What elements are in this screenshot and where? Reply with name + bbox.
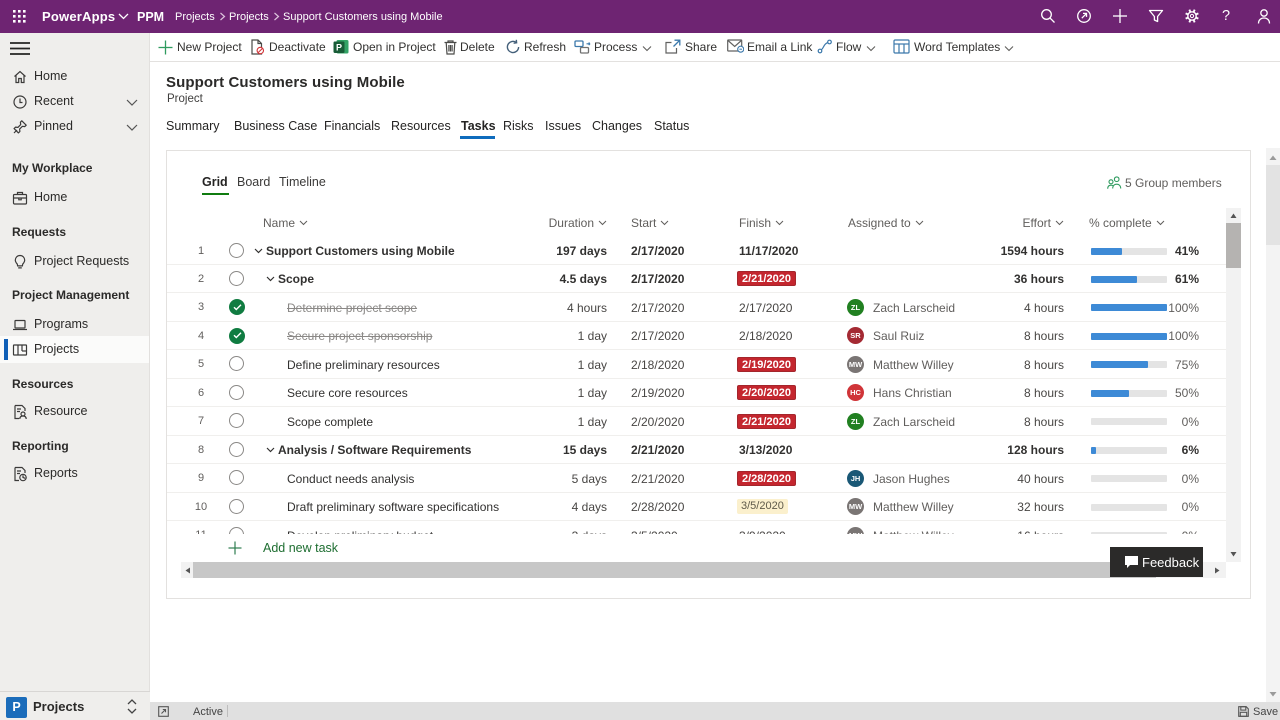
svg-text:P: P xyxy=(336,42,342,52)
